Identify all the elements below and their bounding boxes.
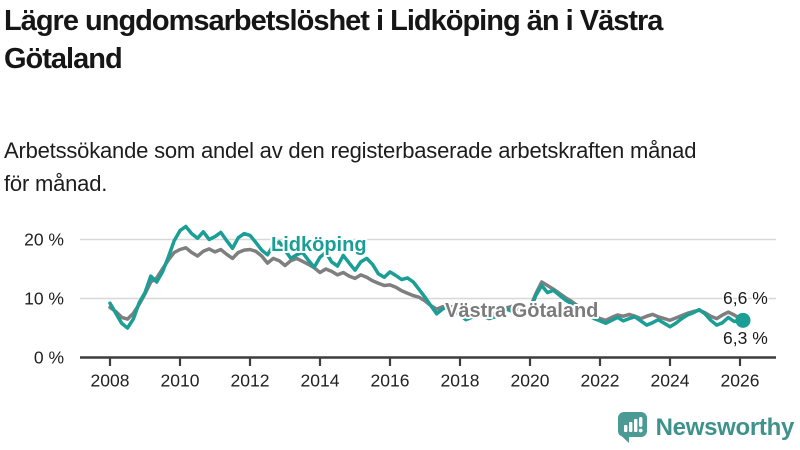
logo-exclamation-bar xyxy=(638,417,643,427)
chart-series xyxy=(108,224,751,330)
newsworthy-attribution[interactable]: Newsworthy xyxy=(617,411,794,444)
x-axis-tick-label: 2008 xyxy=(91,371,130,391)
x-axis-tick-label: 2014 xyxy=(301,371,340,391)
newsworthy-brand-text: Newsworthy xyxy=(655,413,795,441)
x-axis-tick-label: 2022 xyxy=(581,371,620,391)
end-value-label-vastra-gotaland: 6,6 % xyxy=(723,288,768,308)
page-title-line1: Lägre ungdomsarbetslöshet i Lidköping än… xyxy=(4,5,663,37)
x-axis-tick-label: 2016 xyxy=(371,371,410,391)
y-axis-tick-label: 10 % xyxy=(24,289,64,309)
chart-subtitle-line1: Arbetssökande som andel av den registerb… xyxy=(4,138,697,163)
end-value-label-lidkoping: 6,3 % xyxy=(723,328,768,348)
page-title: Lägre ungdomsarbetslöshet i Lidköping än… xyxy=(4,2,798,78)
x-axis: 2008 2010 2012 2014 2016 2018 2020 2022 2024 2026 xyxy=(80,356,776,391)
series-label-vastra-gotaland: Västra Götaland xyxy=(445,300,598,322)
newsworthy-logo-icon xyxy=(617,412,647,443)
y-axis-tick-label: 20 % xyxy=(24,230,64,250)
y-axis-tick-label: 0 % xyxy=(34,348,64,368)
x-axis-tick-label: 2012 xyxy=(231,371,270,391)
chart-annotations: Lidköping Västra Götaland 6,6 % 6,3 % xyxy=(269,232,769,350)
x-axis-tick-label: 2020 xyxy=(511,371,550,391)
logo-bar-tall xyxy=(633,419,638,432)
logo-bar-small xyxy=(623,425,628,432)
x-axis-tick-label: 2026 xyxy=(721,371,760,391)
logo-bar-medium xyxy=(628,422,633,432)
gridlines: 0 % 10 % 20 % xyxy=(24,230,776,368)
line-v-stra-g-taland xyxy=(108,246,742,323)
chart-subtitle: Arbetssökande som andel av den registerb… xyxy=(4,134,796,200)
end-dot-lidk-ping xyxy=(735,312,751,328)
line-lidk-ping xyxy=(108,224,742,330)
page-title-line2: Götaland xyxy=(4,43,123,75)
x-axis-tick-label: 2010 xyxy=(161,371,200,391)
x-axis-tick-label: 2024 xyxy=(651,371,690,391)
series-label-lidkoping: Lidköping xyxy=(271,234,367,256)
x-axis-tick-label: 2018 xyxy=(441,371,480,391)
chart-subtitle-line2: för månad. xyxy=(4,171,108,196)
logo-exclamation-dot xyxy=(638,428,643,433)
